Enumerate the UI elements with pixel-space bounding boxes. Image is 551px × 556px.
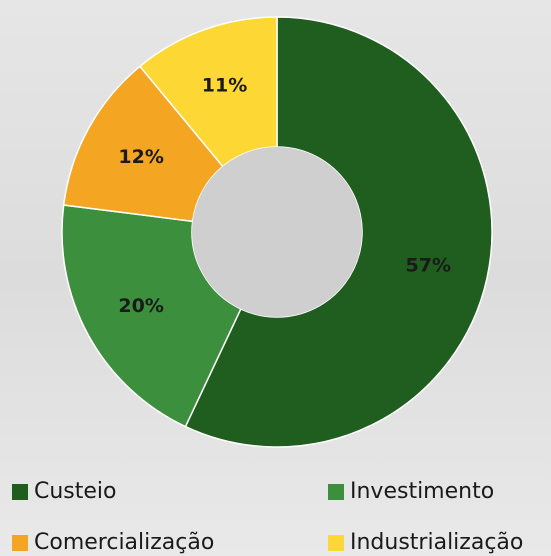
data-label: 57% — [406, 254, 451, 276]
legend-swatch — [328, 484, 344, 500]
data-label: 12% — [118, 146, 163, 168]
data-label: 20% — [118, 295, 163, 317]
legend-swatch — [12, 535, 28, 551]
legend-swatch — [12, 484, 28, 500]
data-label: 11% — [202, 75, 247, 97]
donut-hole — [192, 147, 362, 317]
page: 57% 20% 12% 11% Custeio Investimento Comercial… — [0, 0, 551, 556]
legend-swatch — [328, 535, 344, 551]
legend-label: Industrialização — [350, 530, 523, 555]
chart: 57% 20% 12% 11% Custeio Investimento Comercial… — [0, 0, 551, 556]
legend-label: Comercialização — [34, 530, 214, 555]
legend-label: Investimento — [350, 479, 494, 504]
legend-label: Custeio — [34, 479, 117, 504]
